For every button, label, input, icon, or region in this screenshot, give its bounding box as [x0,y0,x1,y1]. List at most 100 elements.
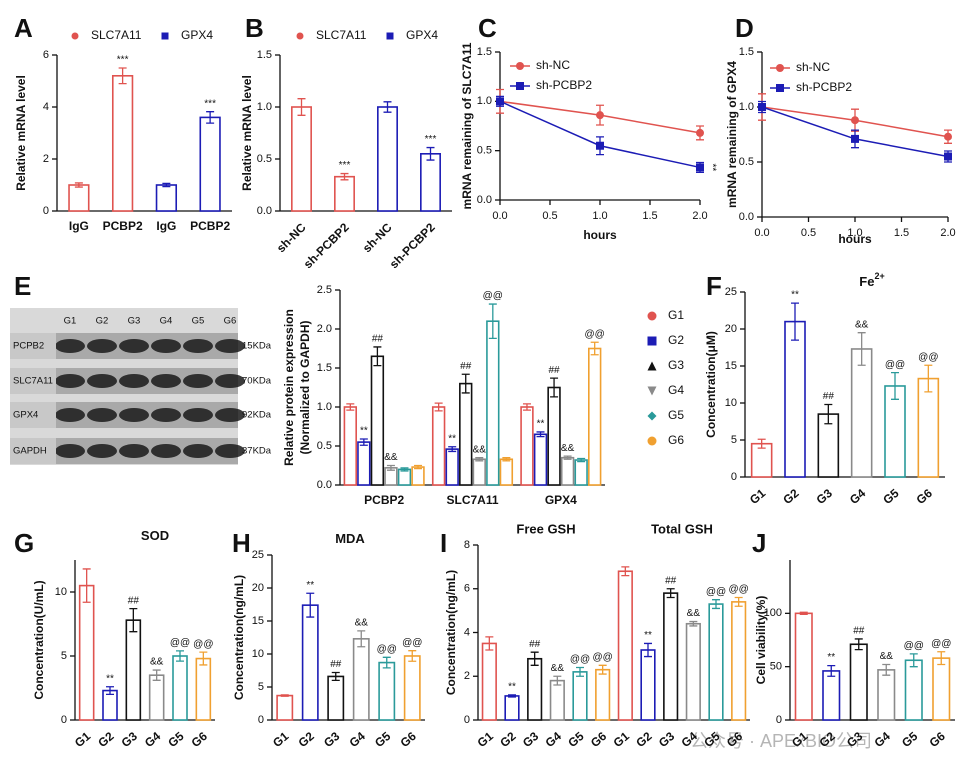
significance-label: @@ [402,637,422,648]
significance-label: *** [204,98,216,109]
y-tick-label: 2.5 [317,284,332,296]
blot-band [87,408,117,422]
panel-letter: F [706,271,722,301]
legend-label: SLC7A11 [91,28,142,42]
error-bar [644,642,652,658]
size-label: 70KDa [242,376,272,387]
blot-band [183,374,213,388]
panel-letter: B [245,13,264,43]
x-tick-label: 2.0 [940,227,955,239]
significance-label: && [384,452,398,463]
x-tick-label: 2.0 [692,210,707,222]
x-axis-label: hours [583,228,617,242]
y-tick-label: 0.5 [477,145,492,157]
bar [595,668,611,721]
y-tick-label: 8 [464,539,470,551]
significance-label: ## [372,334,384,345]
y-tick-label: 5 [61,650,67,662]
size-label: 92KDa [242,410,272,421]
bar [486,320,500,486]
y-tick-label: 50 [770,661,782,673]
legend-marker [386,32,394,40]
legend-label: GPX4 [181,28,213,42]
legend-marker [516,82,524,90]
protein-label: SLC7A11 [13,376,53,387]
error-bar [129,607,138,633]
significance-label: @@ [483,291,503,302]
chart-title: SOD [141,528,169,543]
bar [849,643,868,721]
error-bar [106,686,114,696]
x-tick-label: 1.5 [894,227,909,239]
y-tick-label: 25 [725,286,737,298]
point [851,116,859,125]
bar [343,406,357,486]
y-tick-label: 0.5 [257,153,272,165]
blot-band [215,339,245,353]
bar [784,320,806,478]
x-tick-label: 0.5 [801,227,816,239]
significance-label: ## [529,639,541,650]
y-tick-label: 1.5 [257,49,272,61]
blot-band [151,374,181,388]
y-tick-label: 2 [464,670,470,682]
error-bar [176,650,184,662]
panel-letter: E [14,271,31,301]
y-tick-label: 1.0 [477,95,492,107]
bar [445,448,459,486]
bar [574,459,588,486]
y-tick-label: 6 [464,583,470,595]
point [696,163,704,172]
blot-band [55,339,85,353]
significance-label: && [687,608,701,619]
bar [904,659,923,721]
y-tick-label: 0 [61,714,67,726]
significance-label: ** [508,681,516,692]
y-tick-label: 2 [43,153,49,165]
y-tick-label: 15 [725,360,737,372]
y-axis-label: mRNA remaining of SLC7A11 [460,42,474,209]
bar [78,584,95,721]
bar [334,175,355,212]
y-tick-label: 10 [55,586,67,598]
blot-band [151,339,181,353]
y-tick-label: 0.0 [739,211,754,223]
error-bar [689,620,698,627]
significance-label: *** [117,55,129,66]
legend-marker [296,32,304,40]
error-bar [400,467,409,472]
lane-label: G6 [224,316,237,327]
panel-letter: J [752,528,766,558]
error-bar [666,588,675,599]
bar [527,657,543,721]
y-tick-label: 1.5 [739,46,754,58]
y-tick-label: 5 [258,681,264,693]
legend-label: GPX4 [406,28,438,42]
bar [125,619,142,721]
bar [640,649,656,721]
bar [148,674,165,721]
error-bar [734,596,743,607]
bar [917,377,940,478]
blot-band [215,374,245,388]
significance-label: ## [460,361,472,372]
bar [617,570,633,721]
error-bar [757,438,766,449]
x-axis-label: hours [838,232,872,246]
blot-label-bg [10,438,56,464]
bar [276,694,294,721]
error-bar [909,653,918,668]
lane-label: G2 [96,316,109,327]
error-bar [461,373,470,394]
chart-title: MDA [335,531,365,546]
bar [357,441,371,486]
legend-label: G5 [668,408,684,422]
y-tick-label: 0.5 [739,156,754,168]
lane-label: G5 [192,316,205,327]
blot-band [151,444,181,458]
error-bar [297,98,306,116]
bar [850,348,873,478]
error-bar [414,464,423,470]
error-bar [536,431,545,438]
blot-label-bg [10,402,56,428]
